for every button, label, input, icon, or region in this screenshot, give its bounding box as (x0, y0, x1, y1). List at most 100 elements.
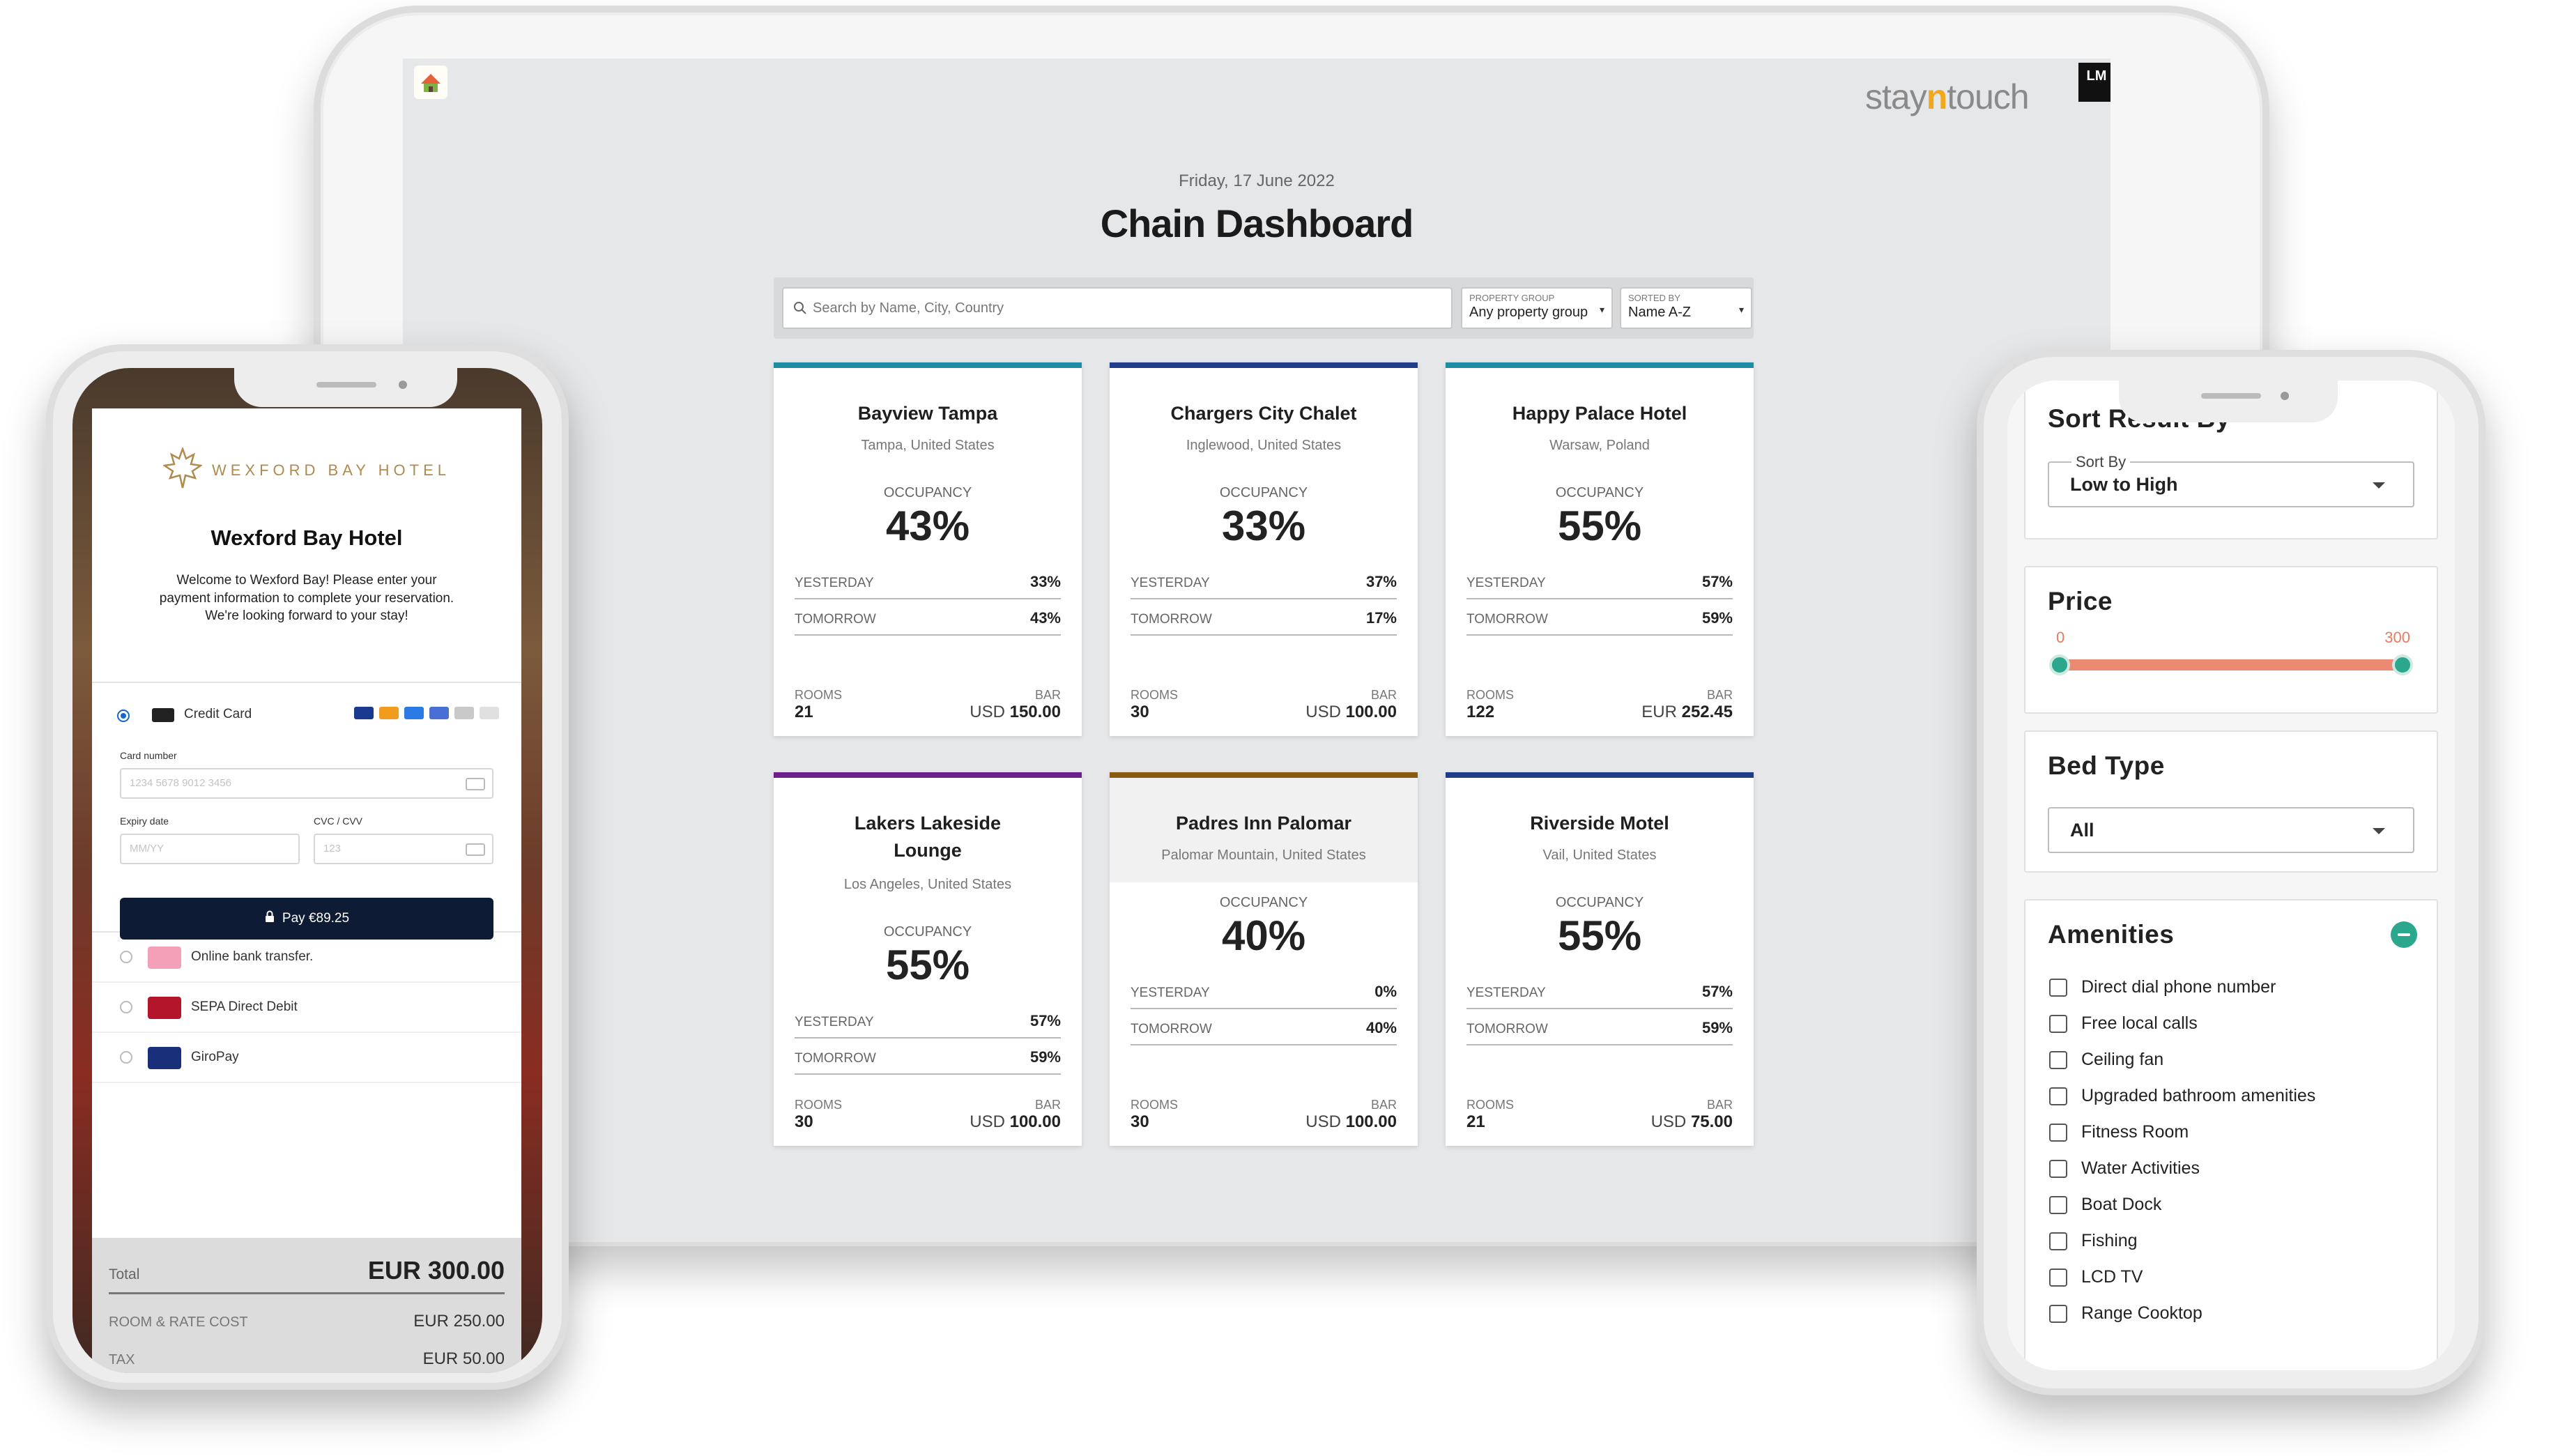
hotel-card[interactable]: Happy Palace Hotel Warsaw, Poland OCCUPANC… (1446, 362, 1754, 736)
bar-label: BAR (1370, 688, 1397, 702)
sepa-radio[interactable] (120, 1001, 132, 1013)
bar-currency: USD (1305, 703, 1341, 721)
payment-method-bank-transfer[interactable]: Online bank transfer. (92, 933, 521, 983)
yesterday-value: 37% (1365, 573, 1397, 590)
giropay-radio[interactable] (120, 1051, 132, 1064)
hotel-card[interactable]: Bayview Tampa Tampa, United States OCCUPAN… (774, 362, 1082, 736)
rooms-value: 21 (795, 703, 813, 721)
checkbox[interactable] (2049, 1304, 2067, 1323)
amenity-checkbox-item[interactable]: Direct dial phone number (2049, 977, 2276, 997)
property-group-select[interactable]: PROPERTY GROUP Any property group ▾ (1461, 287, 1613, 329)
payment-screen: WEXFORD BAY HOTEL Wexford Bay Hotel Welc… (72, 368, 542, 1373)
bed-type-dropdown[interactable]: All (2048, 807, 2414, 853)
amenity-checkbox-item[interactable]: Upgraded bathroom amenities (2049, 1086, 2315, 1106)
hotel-card[interactable]: Riverside Motel Vail, United States OCCUPA… (1446, 772, 1754, 1146)
amenity-checkbox-item[interactable]: Free local calls (2049, 1013, 2198, 1034)
checkbox[interactable] (2049, 1087, 2067, 1105)
checkbox[interactable] (2049, 1123, 2067, 1142)
tomorrow-value: 40% (1365, 1019, 1397, 1036)
hotel-logo-icon[interactable] (414, 66, 447, 99)
amenity-label: Upgraded bathroom amenities (2081, 1086, 2316, 1105)
amenity-checkbox-item[interactable]: Fitness Room (2049, 1122, 2189, 1142)
checkbox[interactable] (2049, 1232, 2067, 1250)
amenity-checkbox-item[interactable]: Ceiling fan (2049, 1050, 2163, 1070)
credit-card-radio[interactable] (117, 710, 130, 722)
tomorrow-label: TOMORROW (795, 1051, 876, 1066)
checkbox[interactable] (2049, 1195, 2067, 1214)
bar-currency: USD (970, 703, 1005, 721)
amenity-checkbox-item[interactable]: Water Activities (2049, 1158, 2200, 1179)
hotel-card[interactable]: Padres Inn Palomar Palomar Mountain, Unit… (1110, 772, 1418, 1146)
hotel-card[interactable]: Lakers Lakeside Lounge Los Angeles, Unite… (774, 772, 1082, 1146)
card-number-input[interactable]: 1234 5678 9012 3456 (120, 768, 493, 799)
amenities-panel: Amenities Direct dial phone number Free l… (2024, 899, 2438, 1370)
card-icon (466, 778, 485, 790)
expiry-input[interactable]: MM/YY (120, 834, 300, 864)
hotel-location: Tampa, United States (861, 438, 995, 453)
user-avatar[interactable]: LM (2078, 63, 2110, 102)
bar-value: 150.00 (1009, 703, 1061, 721)
checkbox[interactable] (2049, 1050, 2067, 1069)
sorted-by-select[interactable]: SORTED BY Name A-Z ▾ (1620, 287, 1752, 329)
sepa-icon (148, 997, 181, 1019)
yesterday-value: 57% (1029, 1012, 1061, 1029)
sorted-by-label: SORTED BY (1628, 293, 1680, 303)
lock-icon (264, 910, 275, 927)
bank-transfer-radio[interactable] (120, 951, 132, 963)
price-max-label: 300 (2384, 629, 2410, 646)
property-group-value: Any property group (1469, 305, 1588, 320)
cvc-label: CVC / CVV (314, 815, 363, 827)
tomorrow-label: TOMORROW (1466, 612, 1548, 627)
payment-method-giropay[interactable]: GiroPay (92, 1033, 521, 1083)
occupancy-value: 55% (1557, 503, 1642, 549)
rooms-value: 30 (1131, 1112, 1149, 1131)
price-min-handle[interactable] (2049, 654, 2070, 675)
price-panel: Price 0 300 (2024, 566, 2438, 714)
cvc-input[interactable]: 123 (314, 834, 493, 864)
bar-currency: EUR (1641, 703, 1677, 721)
amenity-checkbox-item[interactable]: LCD TV (2049, 1267, 2143, 1287)
price-max-handle[interactable] (2392, 654, 2413, 675)
tomorrow-label: TOMORROW (1466, 1022, 1548, 1036)
bar-label: BAR (1034, 1098, 1061, 1112)
bed-type-value: All (2070, 820, 2094, 841)
bank-transfer-label: Online bank transfer. (191, 949, 314, 964)
tablet-device: stayntouch LM Friday, 17 June 2022 Chain… (314, 6, 2269, 1246)
search-input[interactable]: Search by Name, City, Country (782, 287, 1453, 329)
tax-label: TAX (109, 1352, 135, 1367)
occupancy-label: OCCUPANCY (1219, 895, 1308, 910)
tomorrow-value: 59% (1701, 1019, 1733, 1036)
card-brand-icons (354, 707, 499, 719)
payment-panel: WEXFORD BAY HOTEL Wexford Bay Hotel Welc… (92, 408, 521, 1373)
hotel-card[interactable]: Chargers City Chalet Inglewood, United St… (1110, 362, 1418, 736)
hotel-location: Palomar Mountain, United States (1161, 848, 1366, 863)
tomorrow-row: TOMORROW 40% (1131, 1009, 1397, 1045)
occupancy-label: OCCUPANCY (883, 924, 972, 940)
price-slider-track[interactable] (2049, 654, 2413, 675)
sort-by-dropdown[interactable]: Sort By Low to High (2048, 453, 2414, 507)
amenity-checkbox-item[interactable]: Range Cooktop (2049, 1303, 2203, 1324)
tomorrow-label: TOMORROW (795, 612, 876, 627)
bar-value: 100.00 (1345, 703, 1397, 721)
pay-button[interactable]: Pay €89.25 (120, 898, 493, 940)
tomorrow-row: TOMORROW 59% (1466, 1009, 1733, 1045)
occupancy-value: 55% (885, 942, 970, 988)
checkbox[interactable] (2049, 1014, 2067, 1033)
bar-value: 75.00 (1690, 1112, 1733, 1131)
amenity-label: Free local calls (2081, 1013, 2198, 1033)
rooms-value: 30 (795, 1112, 813, 1131)
price-title: Price (2048, 587, 2113, 615)
checkbox[interactable] (2049, 1159, 2067, 1178)
occupancy-value: 33% (1221, 503, 1306, 549)
payment-method-sepa[interactable]: SEPA Direct Debit (92, 983, 521, 1033)
occupancy-value: 40% (1221, 912, 1306, 959)
page-title: Chain Dashboard (1100, 201, 1414, 245)
amenity-checkbox-item[interactable]: Boat Dock (2049, 1195, 2161, 1215)
amenity-checkbox-item[interactable]: Fishing (2049, 1231, 2138, 1251)
checkbox[interactable] (2049, 1268, 2067, 1287)
collapse-minus-icon[interactable] (2391, 921, 2417, 948)
hotel-location: Warsaw, Poland (1549, 438, 1650, 453)
checkbox[interactable] (2049, 978, 2067, 997)
amenity-label: Fitness Room (2081, 1122, 2189, 1142)
hotel-brand-text: WEXFORD BAY HOTEL (211, 461, 450, 479)
